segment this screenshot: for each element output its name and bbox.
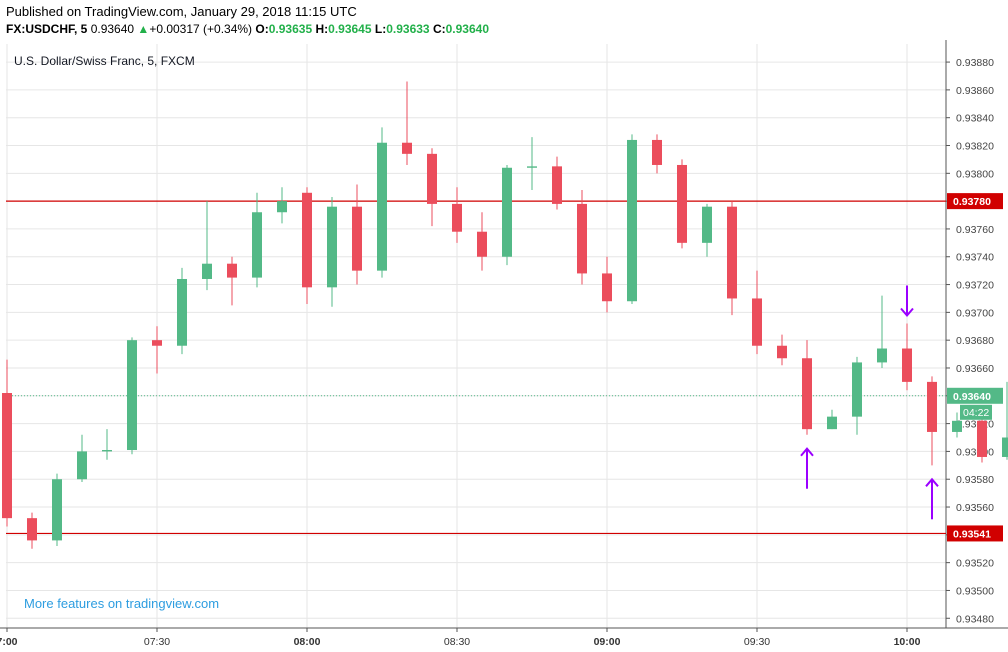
- candle-body: [527, 166, 537, 168]
- candle-body: [852, 362, 862, 417]
- x-tick-label: 09:30: [744, 636, 770, 648]
- candle-body: [402, 142, 412, 154]
- x-tick-label: 09:00: [594, 636, 621, 648]
- candle-body: [477, 231, 487, 257]
- candle-body: [327, 206, 337, 288]
- candle-body: [252, 212, 262, 278]
- y-tick-label: 0.93520: [956, 558, 994, 570]
- candle-body: [752, 298, 762, 346]
- candle-body: [577, 203, 587, 274]
- candle-body: [802, 358, 812, 430]
- published-info: Published on TradingView.com, January 29…: [6, 4, 357, 19]
- chart-title: U.S. Dollar/Swiss Franc, 5, FXCM: [14, 54, 195, 68]
- candle-body: [652, 139, 662, 165]
- candle-body: [452, 203, 462, 232]
- x-tick-label: 7:00: [0, 636, 18, 648]
- candle-body: [202, 263, 212, 279]
- y-tick-label: 0.93500: [956, 585, 994, 597]
- promo-link[interactable]: More features on tradingview.com: [24, 596, 220, 611]
- candle-body: [152, 340, 162, 346]
- x-tick-label: 07:30: [144, 636, 170, 648]
- candle-body: [627, 139, 637, 302]
- candle-body: [827, 416, 837, 430]
- y-tick-label: 0.93600: [956, 446, 994, 458]
- y-tick-label: 0.93880: [956, 57, 994, 69]
- last-price-tag: [947, 387, 1003, 404]
- candle-body: [777, 345, 787, 359]
- candle-body: [277, 201, 287, 213]
- plot-area: [6, 44, 946, 628]
- symbol-label: FX:USDCHF, 5: [6, 22, 88, 36]
- candle-body: [952, 420, 962, 432]
- candle-body: [727, 206, 737, 299]
- quote-line: FX:USDCHF, 5 0.93640 ▲+0.00317 (+0.34%) …: [6, 22, 489, 36]
- y-tick-label: 0.93480: [956, 613, 994, 625]
- x-tick-label: 08:30: [444, 636, 470, 648]
- open-value: 0.93635: [268, 22, 313, 36]
- candle-body: [977, 420, 987, 457]
- high-value: 0.93645: [328, 22, 372, 36]
- candle-body: [602, 273, 612, 302]
- candlestick-chart[interactable]: 0.934800.935000.935200.935400.935600.935…: [0, 40, 1008, 652]
- candle-body: [1002, 437, 1008, 457]
- last-price-label: 0.93640: [953, 391, 991, 403]
- change-value: +0.00317 (+0.34%): [149, 22, 253, 36]
- countdown-label: 04:22: [963, 407, 989, 419]
- y-tick-label: 0.93840: [956, 113, 994, 125]
- candle-body: [927, 381, 937, 432]
- candle-body: [127, 340, 137, 451]
- countdown-tag: [960, 404, 992, 420]
- up-arrow-icon: ▲: [137, 22, 150, 36]
- candle-body: [227, 263, 237, 278]
- candle-body: [677, 164, 687, 243]
- candle-body: [27, 518, 37, 541]
- level-price-tag: [947, 193, 1003, 210]
- purple-up-arrow-icon-head: [800, 447, 814, 457]
- low-label: L:: [374, 22, 387, 36]
- last-price: 0.93640: [90, 22, 135, 36]
- candle-body: [302, 192, 312, 288]
- low-value: 0.93633: [386, 22, 430, 36]
- y-tick-label: 0.93580: [956, 474, 994, 486]
- candle-body: [2, 393, 12, 519]
- y-tick-label: 0.93660: [956, 363, 994, 375]
- y-tick-label: 0.93560: [956, 502, 994, 514]
- purple-up-arrow-icon-head: [925, 477, 939, 487]
- candle-body: [102, 450, 112, 452]
- candle-body: [177, 278, 187, 346]
- candle-body: [377, 142, 387, 271]
- purple-down-arrow-icon-head: [900, 307, 914, 318]
- candle-body: [427, 153, 437, 204]
- candle-body: [552, 166, 562, 204]
- level-price-label: 0.93541: [953, 528, 991, 540]
- y-tick-label: 0.93820: [956, 141, 994, 153]
- level-price-label: 0.93780: [953, 196, 991, 208]
- y-tick-label: 0.93720: [956, 280, 994, 292]
- candle-body: [902, 348, 912, 382]
- candle-body: [77, 451, 87, 480]
- y-tick-label: 0.93760: [956, 224, 994, 236]
- open-label: O:: [255, 22, 269, 36]
- candle-body: [52, 479, 62, 541]
- y-tick-label: 0.93680: [956, 335, 994, 347]
- x-tick-label: 08:00: [294, 636, 321, 648]
- level-price-tag: [947, 525, 1003, 542]
- high-label: H:: [315, 22, 329, 36]
- x-tick-label: 10:00: [894, 636, 921, 648]
- candle-body: [502, 167, 512, 257]
- y-tick-label: 0.93800: [956, 168, 994, 180]
- chart-header: Published on TradingView.com, January 29…: [0, 0, 1008, 40]
- y-tick-label: 0.93740: [956, 252, 994, 264]
- close-label: C:: [432, 22, 446, 36]
- close-value: 0.93640: [445, 22, 490, 36]
- y-tick-label: 0.93860: [956, 85, 994, 97]
- candle-body: [352, 206, 362, 271]
- candle-body: [877, 348, 887, 363]
- candle-body: [702, 206, 712, 243]
- y-tick-label: 0.93700: [956, 307, 994, 319]
